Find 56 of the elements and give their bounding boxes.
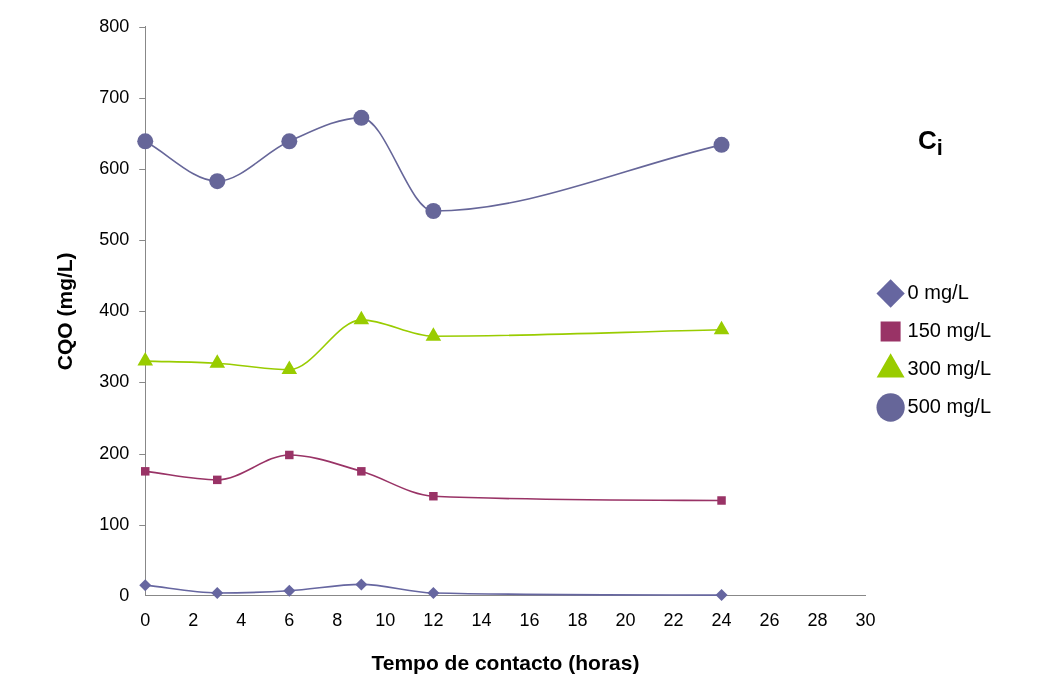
y-tick-label: 300 bbox=[99, 371, 130, 392]
x-tick-label: 14 bbox=[471, 609, 492, 630]
y-tick-label: 100 bbox=[99, 513, 130, 534]
point bbox=[211, 586, 224, 599]
y-tick-label: 600 bbox=[99, 158, 130, 179]
x-tick-label: 16 bbox=[519, 609, 540, 630]
point bbox=[427, 586, 440, 599]
x-tick-label: 8 bbox=[332, 609, 343, 630]
x-tick-label: 28 bbox=[807, 609, 828, 630]
point bbox=[717, 496, 726, 505]
y-tick-label: 400 bbox=[99, 300, 130, 321]
point bbox=[213, 475, 222, 485]
point bbox=[138, 353, 153, 366]
x-tick-label: 12 bbox=[423, 609, 444, 630]
x-tick-label: 30 bbox=[855, 609, 876, 630]
point bbox=[353, 109, 370, 126]
point bbox=[429, 491, 438, 501]
x-tick-label: 18 bbox=[567, 609, 588, 630]
x-tick-label: 10 bbox=[375, 609, 396, 630]
point bbox=[210, 355, 225, 368]
point bbox=[281, 133, 298, 150]
legend-title: C$_{i}$ bbox=[918, 125, 943, 162]
x-tick-label: 2 bbox=[188, 609, 199, 630]
point bbox=[209, 173, 226, 190]
x-axis-title: Tempo de contacto (horas) bbox=[371, 651, 640, 675]
point bbox=[140, 467, 150, 476]
point bbox=[283, 584, 296, 597]
point bbox=[426, 328, 441, 341]
point bbox=[715, 589, 728, 602]
legend-label: 500 mg/L bbox=[907, 395, 991, 418]
point bbox=[282, 361, 297, 375]
x-tick-label: 0 bbox=[140, 609, 151, 630]
point bbox=[357, 467, 366, 476]
legend-label: 0 mg/L bbox=[907, 281, 969, 304]
x-tick-label: 6 bbox=[284, 609, 295, 630]
point bbox=[714, 321, 729, 335]
point bbox=[355, 578, 368, 591]
point bbox=[354, 311, 369, 325]
y-tick-label: 800 bbox=[99, 15, 130, 36]
y-tick-label: 200 bbox=[99, 442, 130, 463]
x-tick-label: 20 bbox=[615, 609, 636, 630]
x-tick-label: 22 bbox=[663, 609, 684, 630]
point bbox=[425, 203, 442, 220]
point bbox=[285, 450, 294, 460]
point bbox=[137, 133, 154, 150]
x-tick-label: 26 bbox=[759, 609, 780, 630]
legend-label: 150 mg/L bbox=[907, 319, 991, 342]
y-tick-label: 700 bbox=[99, 86, 130, 107]
y-tick-label: 500 bbox=[99, 229, 130, 250]
y-tick-label: 0 bbox=[119, 584, 130, 605]
legend-label: 300 mg/L bbox=[907, 357, 991, 380]
point bbox=[713, 136, 730, 153]
x-tick-label: 24 bbox=[711, 609, 732, 630]
y-axis-title: CQO (mg/L) bbox=[53, 252, 77, 371]
x-tick-label: 4 bbox=[236, 609, 247, 630]
point bbox=[139, 579, 152, 592]
